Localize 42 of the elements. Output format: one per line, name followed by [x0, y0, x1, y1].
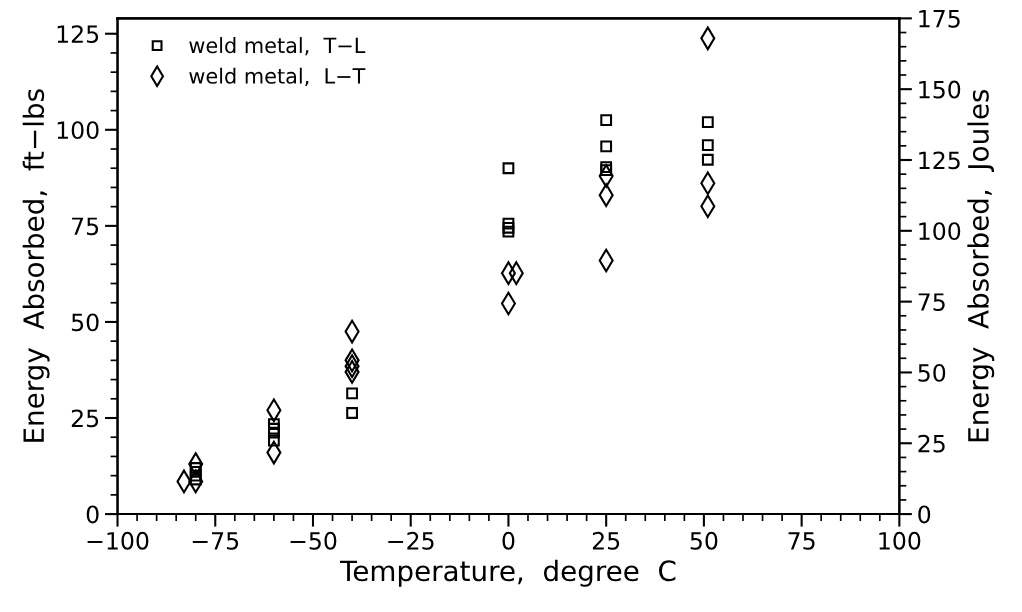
x-tick-label: −75	[192, 532, 239, 550]
x-tick-label: 50	[690, 531, 718, 550]
legend-label: weld metal, L−T	[189, 67, 366, 86]
y-tick-label: 50	[71, 313, 99, 332]
point	[502, 217, 515, 230]
y2-tick-label: 125	[919, 151, 960, 170]
point	[701, 139, 714, 152]
y2-tick-label: 150	[919, 80, 961, 99]
point	[346, 387, 358, 400]
y2-tick-label: 75	[918, 293, 945, 311]
y-tick-label: 100	[57, 121, 99, 140]
x-tick-label: 0	[502, 531, 515, 550]
x-tick-label: −50	[290, 531, 337, 550]
y2-axis-title: Energy Absorbed, Joules	[967, 89, 995, 442]
point	[701, 153, 714, 166]
point	[502, 225, 515, 238]
x-tick-label: −25	[388, 531, 434, 550]
point	[502, 221, 515, 234]
point	[600, 114, 613, 127]
x-tick-label: 75	[788, 532, 815, 550]
point	[600, 140, 613, 153]
y2-tick-label: 0	[918, 505, 931, 524]
y-tick-label: 125	[57, 25, 99, 44]
y-tick-label: 75	[72, 217, 99, 236]
y2-tick-label: 50	[918, 363, 946, 382]
point	[600, 161, 613, 173]
point	[267, 434, 280, 447]
point	[267, 418, 280, 431]
point	[346, 407, 358, 419]
x-tick-label: 25	[592, 531, 620, 550]
x-tick-label: −100	[87, 531, 149, 550]
y2-tick-label: 25	[918, 434, 945, 453]
x-tick-label: 100	[879, 531, 921, 550]
point	[701, 116, 714, 129]
x-axis-title: Temperature, degree C	[339, 559, 676, 587]
legend-label: weld metal, T−L	[189, 37, 366, 56]
y-tick-label: 25	[71, 409, 99, 428]
y-tick-label: 0	[86, 505, 99, 524]
y-axis-title: Energy Absorbed, ft−lbs	[22, 89, 50, 442]
y2-tick-label: 175	[919, 10, 960, 28]
y2-tick-label: 100	[919, 222, 961, 241]
point	[502, 162, 515, 175]
